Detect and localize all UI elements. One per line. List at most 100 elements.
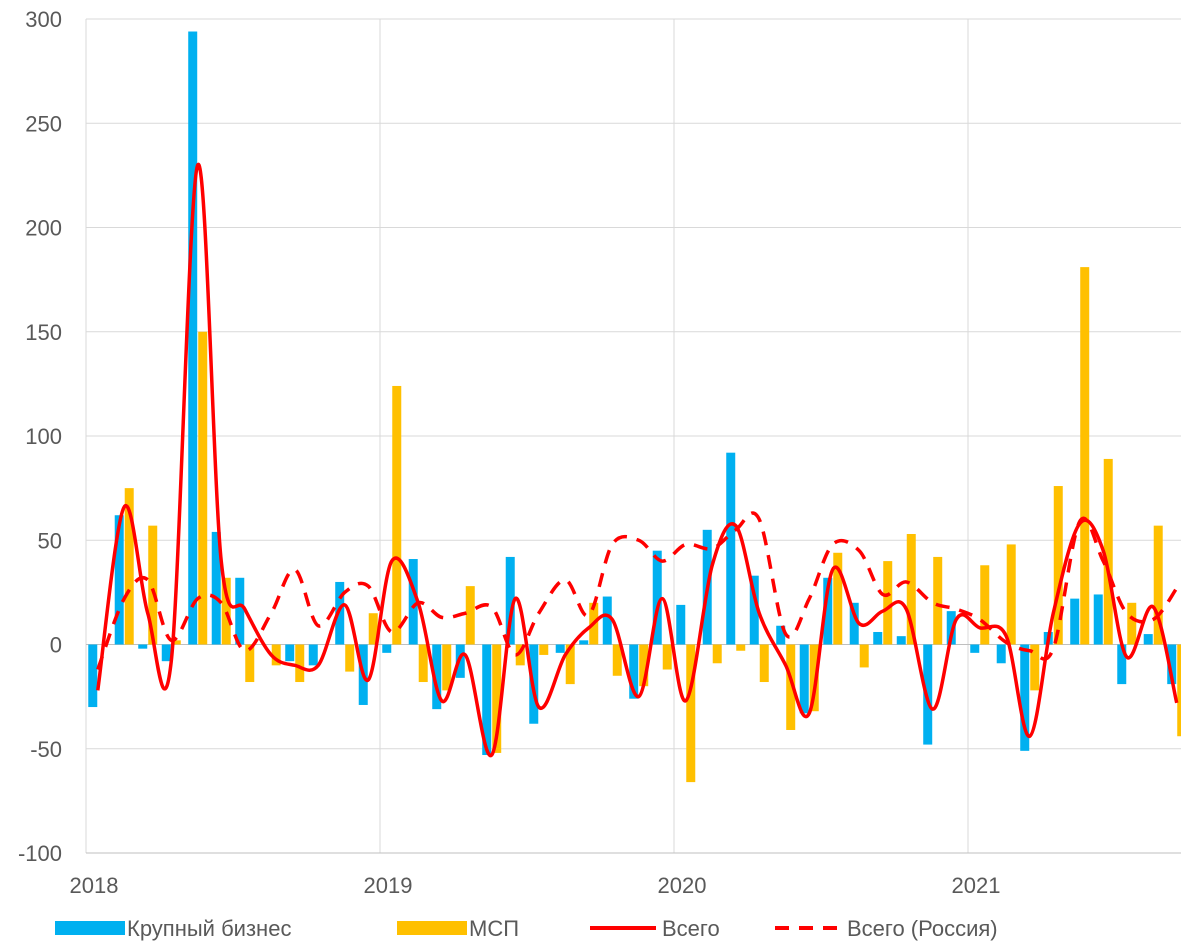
bar (1006, 544, 1016, 645)
y-tick-label: 100 (25, 424, 62, 449)
bar (285, 644, 295, 662)
legend-label: МСП (469, 916, 519, 941)
bar (996, 644, 1006, 664)
bar (1167, 644, 1177, 685)
bar (221, 577, 231, 645)
bar (418, 644, 428, 683)
bar (88, 644, 98, 708)
bar (896, 636, 906, 645)
bar (859, 644, 869, 668)
bar (124, 488, 134, 645)
bar (849, 602, 859, 645)
bar (602, 596, 612, 645)
bar (345, 644, 355, 672)
y-tick-label: 0 (50, 633, 62, 658)
bar (970, 644, 980, 653)
bar (482, 644, 492, 756)
x-tick-label: 2019 (364, 873, 413, 898)
line (96, 163, 1179, 757)
bar (211, 531, 221, 645)
y-tick-label: 250 (25, 111, 62, 136)
legend-swatch (55, 921, 125, 935)
legend-label: Всего (662, 916, 720, 941)
bar (148, 525, 158, 645)
legend-label: Крупный бизнес (127, 916, 291, 941)
line (96, 511, 1179, 671)
bar (382, 644, 392, 653)
legend-swatch (397, 921, 467, 935)
bar (686, 644, 696, 783)
bar (906, 533, 916, 645)
bar (515, 644, 525, 666)
x-tick-label: 2018 (70, 873, 119, 898)
bar (442, 644, 452, 691)
bar (726, 452, 736, 645)
bar (1177, 644, 1181, 737)
bar (639, 644, 649, 687)
bar (786, 644, 796, 730)
x-tick-label: 2020 (658, 873, 707, 898)
bar (776, 625, 786, 645)
bar (1030, 644, 1040, 691)
y-tick-label: -100 (18, 841, 62, 866)
bar (1143, 634, 1153, 645)
bar (368, 613, 378, 645)
legend-label: Всего (Россия) (847, 916, 998, 941)
y-tick-label: 200 (25, 216, 62, 241)
bar (1080, 267, 1090, 645)
x-tick-label: 2021 (952, 873, 1001, 898)
bar (652, 550, 662, 645)
bar (465, 586, 475, 645)
bar (579, 640, 589, 645)
bar (809, 644, 819, 712)
y-tick-label: -50 (30, 737, 62, 762)
bar (1103, 458, 1113, 645)
bar (1053, 486, 1063, 645)
bar (271, 644, 281, 666)
bar (799, 644, 809, 714)
bar (295, 644, 305, 683)
bar (1127, 602, 1137, 645)
y-tick-label: 150 (25, 320, 62, 345)
bar (161, 644, 171, 662)
bar (759, 644, 769, 683)
bar (408, 559, 418, 645)
bar (171, 640, 181, 645)
bar (1093, 594, 1103, 645)
bar (1070, 598, 1080, 645)
bar (198, 331, 208, 645)
bar (138, 644, 148, 649)
bar (676, 604, 686, 645)
bar (833, 552, 843, 645)
bar (873, 631, 883, 645)
bar (432, 644, 442, 710)
bar (1117, 644, 1127, 685)
bar (505, 556, 515, 645)
y-tick-label: 300 (25, 7, 62, 32)
bar (335, 581, 345, 645)
y-tick-label: 50 (38, 528, 62, 553)
bar (980, 565, 990, 645)
bar (883, 561, 893, 645)
bar (245, 644, 255, 683)
bar (823, 577, 833, 645)
bar (1020, 644, 1030, 751)
bar (492, 644, 502, 753)
bar (933, 556, 943, 645)
bar (1153, 525, 1163, 645)
bar (539, 644, 549, 655)
bar (612, 644, 622, 676)
bar (629, 644, 639, 699)
bar (565, 644, 575, 685)
bar (308, 644, 318, 666)
bar (392, 385, 402, 645)
bar (749, 575, 759, 645)
bar (235, 577, 245, 645)
bar (712, 644, 722, 664)
bar (555, 644, 565, 653)
bar (662, 644, 672, 670)
bar (188, 31, 198, 645)
bar (946, 611, 956, 645)
bar (736, 644, 746, 651)
